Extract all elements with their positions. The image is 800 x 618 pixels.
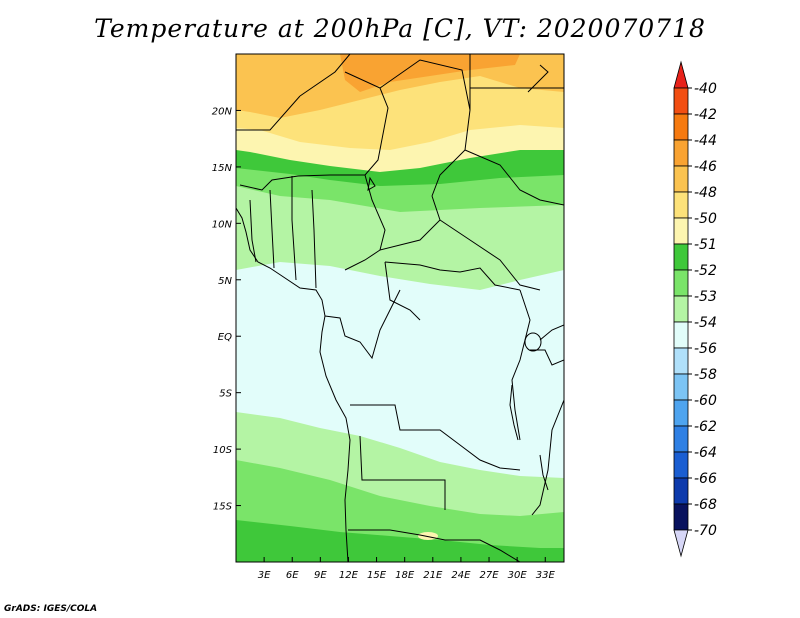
colorbar-segment	[673, 165, 689, 193]
colorbar-label: -40	[694, 81, 717, 97]
temperature-field	[236, 54, 564, 562]
colorbar-segment	[673, 451, 689, 479]
border-benin	[311, 189, 317, 289]
colorbar-segment	[673, 217, 689, 245]
colorbar-segment	[673, 295, 689, 323]
colorbar-segment	[673, 373, 689, 401]
border-sudan-southsudan	[439, 219, 541, 291]
y-tick-label: EQ	[218, 332, 232, 343]
x-tick-label: 15E	[367, 570, 387, 581]
x-tick-label: 3E	[258, 570, 271, 581]
y-tick-label: 15S	[213, 502, 233, 513]
colorbar-segment	[673, 87, 689, 115]
colorbar-label: -64	[694, 445, 717, 461]
border-namibia-botswana	[348, 529, 521, 562]
country-borders	[236, 54, 564, 562]
lake-malawi	[539, 454, 549, 491]
x-tick-label: 6E	[286, 570, 299, 581]
y-tick-label: 10S	[213, 445, 233, 456]
colorbar-segment	[673, 399, 689, 427]
border-niger-west	[344, 71, 389, 176]
longitude-ticks: 3E 6E 9E 12E 15E 18E 21E 24E 27E 30E 33E	[258, 557, 556, 581]
colorbar-segment	[673, 321, 689, 349]
lake-tanganyika	[509, 384, 519, 441]
colorbar-label: -42	[694, 107, 717, 123]
border-car-drc	[384, 261, 521, 291]
map-frame	[235, 53, 565, 563]
colorbar-label: -68	[694, 497, 717, 513]
border-gabon-congo	[324, 289, 401, 360]
colorbar-segment	[673, 347, 689, 375]
colorbar-segment	[673, 243, 689, 271]
field-band-m48	[236, 54, 564, 118]
grads-credit: GrADS: IGES/COLA	[4, 604, 98, 614]
colorbar-label: -53	[694, 289, 717, 305]
map-title: Temperature at 200hPa [C], VT: 202007071…	[94, 14, 706, 43]
colorbar-label: -54	[694, 315, 717, 331]
colorbar-segment	[673, 269, 689, 297]
colorbar-label: -58	[694, 367, 717, 383]
colorbar: -40 -42 -44 -46 -48 -50 -51 -52 -53 -54 -56 -58 -60 -…	[673, 60, 717, 558]
y-tick-label: 5S	[219, 389, 232, 400]
x-tick-label: 21E	[423, 570, 443, 581]
colorbar-segment	[673, 113, 689, 141]
colorbar-label: -46	[694, 159, 717, 175]
colorbar-segment	[673, 60, 689, 89]
field-spot-m51-south	[418, 532, 438, 540]
colorbar-segment	[673, 529, 689, 558]
lake-victoria	[524, 332, 542, 352]
border-togo	[291, 176, 297, 281]
border-liberia	[249, 199, 257, 263]
colorbar-label: -48	[694, 185, 717, 201]
colorbar-segment	[673, 425, 689, 453]
border-nigeria-cameroon	[344, 174, 386, 271]
border-drc-angola	[350, 404, 521, 471]
colorbar-label: -56	[694, 341, 717, 357]
colorbar-segment	[673, 191, 689, 219]
colorbar-label: -60	[694, 393, 717, 409]
x-tick-label: 27E	[480, 570, 500, 581]
field-band-m56	[236, 262, 564, 478]
colorbar-label: -52	[694, 263, 717, 279]
field-band-m52-south	[236, 520, 564, 562]
field-band-m46	[340, 54, 520, 92]
colorbar-segment	[673, 477, 689, 505]
colorbar-segment	[673, 503, 689, 531]
colorbar-label: -51	[694, 237, 717, 253]
border-mauritania-mali	[236, 95, 301, 131]
y-tick-label: 10N	[212, 219, 233, 230]
east-coastline	[531, 399, 564, 516]
colorbar-label: -62	[694, 419, 717, 435]
x-tick-label: 12E	[339, 570, 359, 581]
y-tick-label: 20N	[212, 106, 233, 117]
red-sea-coast	[527, 64, 549, 93]
x-tick-label: 24E	[451, 570, 471, 581]
border-ghana-west	[269, 189, 275, 269]
x-tick-label: 33E	[536, 570, 556, 581]
colorbar-label: -50	[694, 211, 717, 227]
lake-chad	[367, 176, 376, 191]
border-algeria-mali	[299, 54, 351, 97]
colorbar-label: -66	[694, 471, 717, 487]
x-tick-label: 9E	[314, 570, 327, 581]
border-congo-drc	[384, 261, 421, 321]
border-chad-sudan	[464, 149, 564, 206]
y-tick-label: 5N	[218, 276, 232, 287]
colorbar-label: -70	[694, 523, 717, 539]
colorbar-segment	[673, 139, 689, 167]
border-mali-burkina	[239, 174, 365, 191]
border-drc-east	[511, 289, 531, 441]
x-tick-label: 30E	[508, 570, 528, 581]
x-tick-label: 18E	[395, 570, 415, 581]
border-angola-zambia	[359, 435, 446, 510]
border-uganda-kenya	[539, 324, 564, 341]
y-tick-label: 15N	[212, 163, 233, 174]
border-chad-car	[379, 195, 441, 251]
colorbar-label: -44	[694, 133, 717, 149]
latitude-ticks: 20N 15N 10N 5N EQ 5S 10S 15S	[212, 106, 241, 513]
